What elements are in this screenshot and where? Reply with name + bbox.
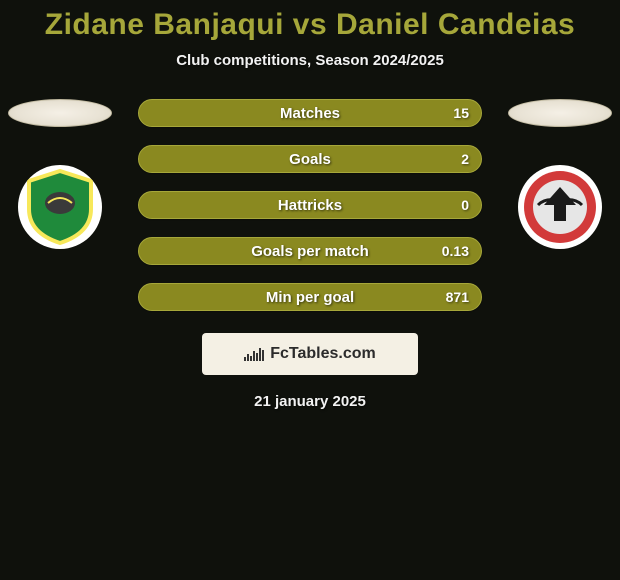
page-title: Zidane Banjaqui vs Daniel Candeias — [0, 0, 620, 42]
stat-label: Goals per match — [251, 243, 369, 260]
player-right-column — [500, 99, 620, 249]
stat-row: Goals per match 0.13 — [138, 237, 482, 265]
stat-right-value: 0 — [461, 197, 469, 213]
bars-icon — [244, 347, 264, 361]
player-right-photo — [508, 99, 612, 127]
branding-text: FcTables.com — [270, 345, 376, 363]
stat-row: Matches 15 — [138, 99, 482, 127]
stat-row: Min per goal 871 — [138, 283, 482, 311]
player-left-club-logo — [18, 165, 102, 249]
stat-label: Min per goal — [266, 289, 354, 306]
stat-label: Hattricks — [278, 197, 342, 214]
stat-label: Matches — [280, 105, 340, 122]
stat-row: Hattricks 0 — [138, 191, 482, 219]
comparison-body: Matches 15 Goals 2 Hattricks 0 Goals per match… — [0, 99, 620, 311]
stat-right-value: 871 — [446, 289, 469, 305]
stat-right-value: 2 — [461, 151, 469, 167]
comparison-card: Zidane Banjaqui vs Daniel Candeias Club … — [0, 0, 620, 580]
stat-right-value: 15 — [453, 105, 469, 121]
stat-right-value: 0.13 — [442, 243, 469, 259]
stat-label: Goals — [289, 151, 331, 168]
stats-list: Matches 15 Goals 2 Hattricks 0 Goals per match… — [138, 99, 482, 311]
branding-badge[interactable]: FcTables.com — [202, 333, 418, 375]
player-left-column — [0, 99, 120, 249]
stat-row: Goals 2 — [138, 145, 482, 173]
shield-icon — [25, 169, 95, 245]
player-left-photo — [8, 99, 112, 127]
crest-icon — [522, 169, 598, 245]
page-subtitle: Club competitions, Season 2024/2025 — [0, 52, 620, 69]
player-right-club-logo — [518, 165, 602, 249]
date-text: 21 january 2025 — [0, 393, 620, 410]
